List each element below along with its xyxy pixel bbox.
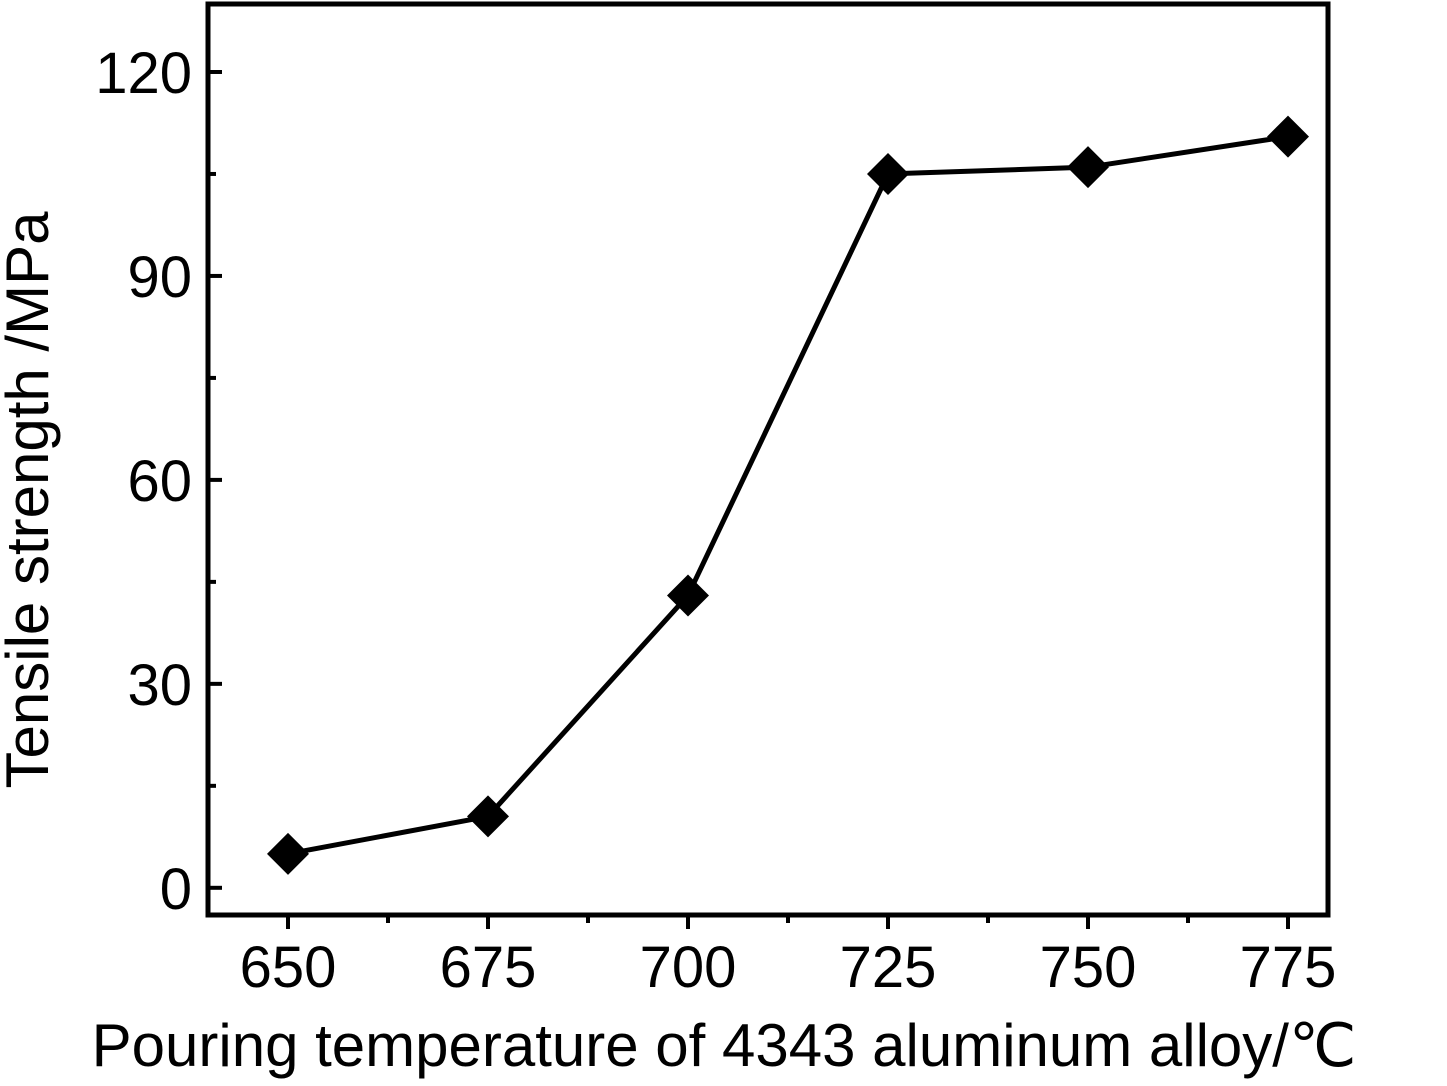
x-axis-tick-labels: 650 675 700 725 750 775 [240, 935, 1337, 1000]
data-point-marker [867, 152, 909, 195]
x-tick-label: 650 [240, 935, 337, 1000]
y-axis-label: Tensile strength /MPa [0, 211, 61, 789]
x-tick-label: 775 [1240, 935, 1337, 1000]
series-lines [287, 134, 1289, 857]
series-line-segment [486, 593, 690, 819]
y-tick-label: 30 [127, 653, 192, 718]
series-markers [267, 115, 1309, 875]
y-tick-label: 90 [127, 245, 192, 310]
x-tick-label: 725 [840, 935, 937, 1000]
y-tick-label: 60 [127, 449, 192, 514]
plot-frame [205, 1, 1331, 918]
data-point-marker [1067, 146, 1109, 189]
series-line-segment [685, 172, 891, 597]
data-point-marker [1267, 115, 1309, 158]
x-tick-label: 750 [1040, 935, 1137, 1000]
y-tick-label: 120 [95, 41, 192, 106]
series-line-segment [1087, 134, 1289, 170]
y-axis-ticks [208, 69, 222, 890]
series-line-segment [887, 164, 1089, 177]
series-line-segment [287, 813, 489, 857]
data-point-marker [267, 832, 309, 875]
data-point-marker [667, 574, 709, 617]
data-point-marker [467, 795, 509, 838]
x-axis-ticks [286, 915, 1290, 929]
x-tick-label: 675 [440, 935, 537, 1000]
y-tick-label: 0 [160, 857, 192, 922]
x-axis-label: Pouring temperature of 4343 aluminum all… [92, 1012, 1357, 1079]
x-tick-label: 700 [640, 935, 737, 1000]
y-axis-tick-labels: 0 30 60 90 120 [95, 41, 192, 922]
